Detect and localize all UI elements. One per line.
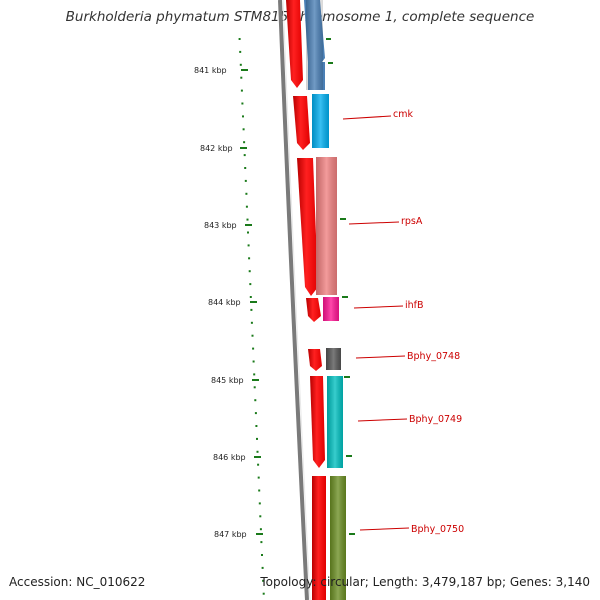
minor-tick-dot xyxy=(260,541,263,544)
minor-tick-dot xyxy=(251,334,254,337)
minor-tick-dot xyxy=(257,463,260,466)
tick-label-846: 846 kbp xyxy=(213,453,246,462)
cds-arrow xyxy=(297,158,318,296)
label-line-Bphy_0749 xyxy=(357,418,408,422)
minor-tick-dot xyxy=(261,554,263,556)
minor-tick-dot xyxy=(258,489,261,492)
tick-label-845: 845 kbp xyxy=(211,376,244,385)
minor-tick-dot xyxy=(246,218,249,221)
cds-arrow xyxy=(312,476,326,600)
minor-tick-dot xyxy=(261,566,264,569)
minor-tick-dot xyxy=(255,425,258,427)
minor-tick-dot xyxy=(243,154,246,157)
major-tick xyxy=(256,533,263,535)
minor-tick-dot xyxy=(252,360,255,363)
minor-tick-dot xyxy=(253,373,256,376)
minor-tick-dot xyxy=(238,38,241,40)
minor-tick-dot xyxy=(247,231,249,234)
minor-tick-dot xyxy=(249,296,252,298)
minor-tick-dot xyxy=(240,76,243,79)
minor-tick-dot xyxy=(254,412,257,415)
tick-label-844: 844 kbp xyxy=(208,298,241,307)
minor-tick-dot xyxy=(244,167,247,169)
minor-tick-dot xyxy=(254,399,257,402)
cds-arrow xyxy=(286,0,303,88)
topology-text: Topology: circular; Length: 3,479,187 bp… xyxy=(260,575,590,589)
label-line-rpsA xyxy=(348,221,400,225)
tick-label-841: 841 kbp xyxy=(194,66,227,75)
tick-label-843: 843 kbp xyxy=(204,221,237,230)
feature-ticks xyxy=(326,38,355,535)
major-tick xyxy=(252,379,259,381)
gene-label-rpsA: rpsA xyxy=(401,216,423,227)
minor-tick-dot xyxy=(256,437,258,440)
major-tick xyxy=(241,69,248,71)
minor-tick-dot xyxy=(258,502,261,505)
gene-label-Bphy_0748: Bphy_0748 xyxy=(407,351,460,362)
minor-ticks xyxy=(238,38,265,595)
cds-arrow xyxy=(306,298,321,322)
minor-tick-dot xyxy=(250,321,253,324)
minor-tick-dot xyxy=(244,179,247,182)
minor-tick-dot xyxy=(252,347,255,350)
minor-tick-dot xyxy=(242,115,244,118)
gene-label-Bphy_0749: Bphy_0749 xyxy=(409,414,462,425)
gene-features xyxy=(304,0,346,600)
chromosome-backbone xyxy=(278,0,309,600)
minor-tick-dot xyxy=(242,128,245,131)
minor-tick-dot xyxy=(239,50,242,53)
tick-label-842: 842 kbp xyxy=(200,144,233,153)
minor-tick-dot xyxy=(249,283,252,286)
minor-tick-dot xyxy=(239,63,242,66)
scale-ticks: 841 kbp 842 kbp 843 kbp 844 kbp 845 kbp … xyxy=(194,66,263,539)
minor-tick-dot xyxy=(241,102,244,105)
minor-tick-dot xyxy=(245,205,248,208)
gene-label-ihfB: ihfB xyxy=(405,300,424,311)
minor-tick-dot xyxy=(245,192,248,195)
label-line-Bphy_0748 xyxy=(355,355,406,359)
minor-tick-dot xyxy=(257,476,260,479)
minor-tick-dot xyxy=(248,270,251,273)
minor-tick-dot xyxy=(256,450,259,453)
cds-strand xyxy=(286,0,326,600)
cds-arrow xyxy=(310,376,325,468)
tick-label-847: 847 kbp xyxy=(214,530,247,539)
major-tick xyxy=(254,456,261,458)
label-line-ihfB xyxy=(353,305,404,309)
minor-tick-dot xyxy=(262,579,265,582)
gene-labels: cmk rpsA ihfB Bphy_0748 Bphy_0749 Bphy_0… xyxy=(342,109,464,535)
minor-tick-dot xyxy=(243,141,246,144)
minor-tick-dot xyxy=(248,257,251,260)
minor-tick-dot xyxy=(259,528,262,531)
cds-arrow xyxy=(293,96,310,150)
minor-tick-dot xyxy=(240,89,243,92)
label-line-cmk xyxy=(342,115,392,120)
minor-tick-dot xyxy=(247,244,250,247)
minor-tick-dot xyxy=(262,592,265,595)
major-tick xyxy=(250,301,257,303)
gene-label-Bphy_0750: Bphy_0750 xyxy=(411,524,464,535)
gene-label-cmk: cmk xyxy=(393,109,413,120)
major-tick xyxy=(245,224,252,226)
major-tick xyxy=(240,147,247,149)
minor-tick-dot xyxy=(259,515,262,518)
minor-tick-dot xyxy=(253,386,256,389)
label-line-Bphy_0750 xyxy=(359,527,410,531)
accession-text: Accession: NC_010622 xyxy=(9,575,146,589)
cds-arrow xyxy=(308,349,322,371)
minor-tick-dot xyxy=(250,308,253,311)
